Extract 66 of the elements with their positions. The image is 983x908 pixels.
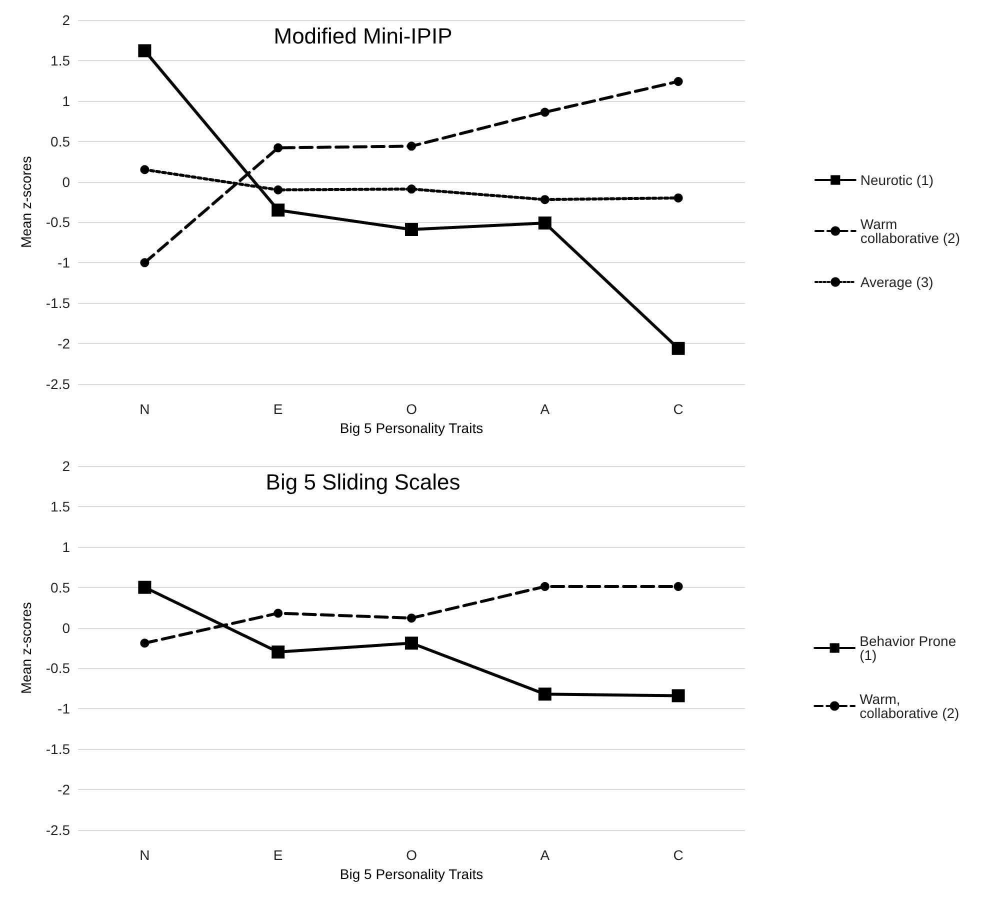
y-tick-label: -2 <box>58 336 70 352</box>
point <box>672 689 685 702</box>
y-tick-label: -2 <box>58 782 70 798</box>
point <box>540 582 550 592</box>
y-tick-label: -0.5 <box>46 660 70 676</box>
point <box>538 216 552 230</box>
x-tick-label: O <box>406 401 418 417</box>
point <box>407 184 416 194</box>
point <box>272 646 285 659</box>
y-tick-label: 1 <box>62 92 70 109</box>
x-tick-label: A <box>540 401 550 417</box>
x-axis-title: Big 5 Personality Traits <box>340 866 484 882</box>
y-tick-label: -1 <box>58 700 70 717</box>
point <box>540 195 550 204</box>
legend-label: Warm collaborative (2) <box>860 216 960 246</box>
point <box>672 342 685 355</box>
point <box>405 636 418 650</box>
point <box>405 223 418 236</box>
y-tick-label: -2.5 <box>46 822 70 838</box>
x-tick-label: N <box>140 401 150 417</box>
y-tick-label: -0.5 <box>46 214 70 230</box>
point <box>674 193 683 202</box>
y-tick-label: 1.5 <box>50 498 70 514</box>
point <box>407 142 416 151</box>
point <box>140 638 150 648</box>
point <box>538 688 552 701</box>
point <box>274 608 283 618</box>
y-tick-label: 2 <box>62 12 70 28</box>
x-tick-label: E <box>273 401 283 417</box>
y-tick-label: -1.5 <box>46 741 70 758</box>
x-tick-label: N <box>140 847 150 863</box>
y-axis-title: Mean z-scores <box>18 602 34 694</box>
point <box>674 76 683 86</box>
x-tick-label: C <box>673 401 684 417</box>
x-tick-label: E <box>273 847 283 863</box>
y-tick-label: 1 <box>62 538 70 555</box>
legend-label: Neurotic (1) <box>860 172 934 188</box>
point <box>138 44 152 58</box>
y-tick-label: 0 <box>62 174 70 190</box>
point <box>274 185 283 194</box>
point <box>140 258 150 268</box>
y-axis-title: Mean z-scores <box>18 156 34 248</box>
y-tick-label: 2 <box>62 458 70 474</box>
point <box>540 108 550 117</box>
y-tick-label: -1.5 <box>46 295 70 312</box>
chart-title: Modified Mini-IPIP <box>274 24 452 48</box>
x-tick-label: O <box>406 847 418 863</box>
x-tick-label: C <box>673 847 684 863</box>
legend-label: Average (3) <box>860 274 934 290</box>
legend-label: Behavior Prone (1) <box>860 633 960 663</box>
x-tick-label: A <box>540 847 550 863</box>
point <box>407 614 416 623</box>
point <box>272 204 285 217</box>
point <box>274 143 283 152</box>
legend-label: Warm, collaborative (2) <box>860 691 960 721</box>
chart-title: Big 5 Sliding Scales <box>266 470 460 494</box>
y-tick-label: -1 <box>58 254 70 271</box>
point <box>138 580 152 594</box>
y-tick-label: 0 <box>62 620 70 636</box>
y-tick-label: 0.5 <box>50 579 70 596</box>
y-tick-label: -2.5 <box>46 376 70 392</box>
point <box>674 582 683 592</box>
y-tick-label: 0.5 <box>50 133 70 150</box>
x-axis-title: Big 5 Personality Traits <box>340 420 484 436</box>
y-tick-label: 1.5 <box>50 52 70 68</box>
point <box>140 165 150 174</box>
